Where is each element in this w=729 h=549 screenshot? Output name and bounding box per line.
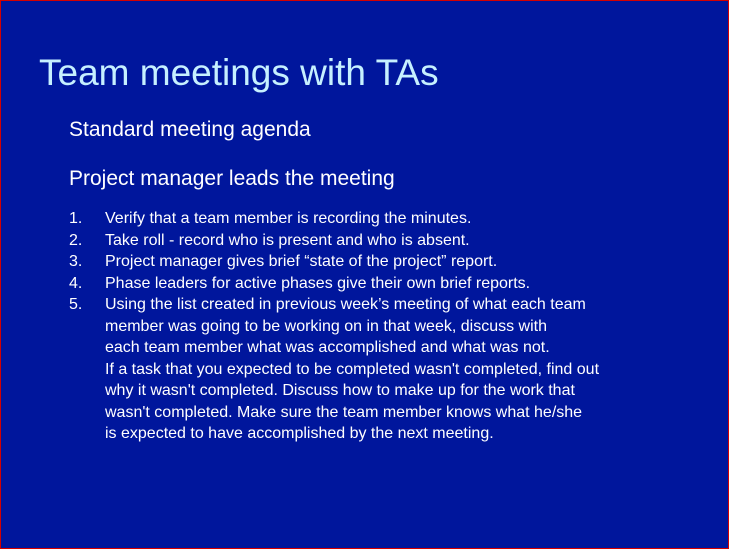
agenda-item-text-line: Using the list created in previous week’…: [105, 296, 586, 313]
agenda-item: 2. Take roll - record who is present and…: [69, 230, 689, 252]
agenda-item-text: Verify that a team member is recording t…: [105, 210, 472, 227]
agenda-item-text-line: is expected to have accomplished by the …: [105, 425, 494, 442]
agenda-item-text-line: wasn't completed. Make sure the team mem…: [105, 403, 583, 421]
agenda-item-text: Phase leaders for active phases give the…: [105, 274, 531, 292]
agenda-item-number: 1.: [69, 210, 83, 227]
subheading-agenda: Standard meeting agenda: [69, 118, 311, 141]
agenda-item-text-line: member was going to be working on in tha…: [105, 317, 547, 335]
subheading-leader: Project manager leads the meeting: [69, 167, 395, 190]
agenda-item: 3. Project manager gives brief “state of…: [69, 251, 689, 273]
agenda-item-number: 4.: [69, 274, 83, 292]
agenda-item-text: Project manager gives brief “state of th…: [105, 253, 498, 270]
agenda-item-number: 5.: [69, 296, 83, 313]
agenda-item-text-line: each team member what was accomplished a…: [105, 339, 550, 356]
agenda-item: 5. Using the list created in previous we…: [69, 294, 689, 445]
agenda-item-number: 3.: [69, 253, 83, 270]
agenda-list: 1. Verify that a team member is recordin…: [69, 208, 689, 445]
agenda-item-text-line: why it wasn't completed. Discuss how to …: [105, 382, 575, 399]
agenda-item-number: 2.: [69, 231, 83, 249]
agenda-item: 1. Verify that a team member is recordin…: [69, 208, 689, 230]
agenda-item-text: Take roll - record who is present and wh…: [105, 231, 470, 249]
agenda-item-text-line: If a task that you expected to be comple…: [105, 360, 600, 378]
slide-title: Team meetings with TAs: [39, 52, 439, 93]
agenda-item: 4. Phase leaders for active phases give …: [69, 273, 689, 295]
